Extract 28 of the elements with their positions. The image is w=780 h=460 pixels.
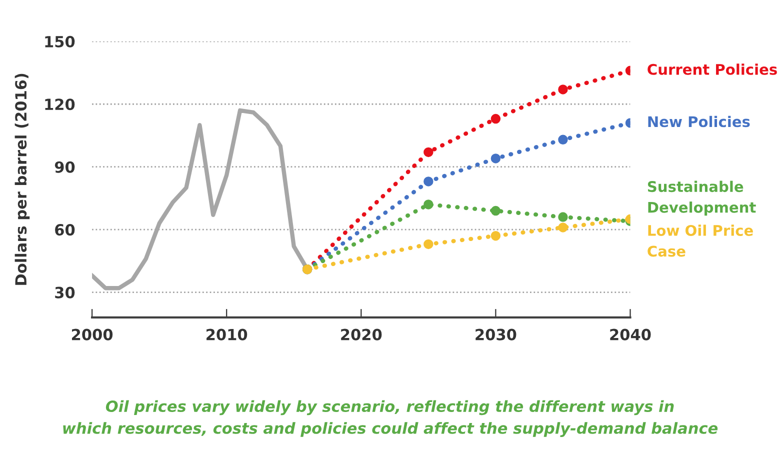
point bbox=[490, 206, 501, 216]
x-tick-label: 2030 bbox=[476, 328, 516, 340]
x-tick-label: 2010 bbox=[206, 328, 248, 340]
point bbox=[558, 222, 568, 232]
point bbox=[424, 239, 434, 250]
series-label: Current Policies bbox=[648, 64, 777, 75]
y-tick-label: 120 bbox=[45, 98, 75, 110]
y-tick-label: 30 bbox=[55, 286, 75, 298]
point bbox=[558, 212, 568, 222]
point bbox=[424, 147, 434, 158]
y-axis-title: Dollars per barrel (2016) bbox=[14, 74, 30, 285]
point bbox=[424, 200, 434, 210]
series-label: Low Oil Price Case bbox=[648, 224, 753, 257]
y-tick-label: 150 bbox=[45, 36, 75, 48]
point bbox=[424, 176, 434, 186]
point bbox=[490, 114, 501, 124]
y-tick-label: 90 bbox=[54, 161, 75, 173]
point bbox=[558, 84, 568, 94]
x-tick-label: 2020 bbox=[341, 328, 382, 340]
point bbox=[490, 154, 501, 164]
y-tick-label: 60 bbox=[55, 224, 75, 236]
point bbox=[558, 134, 568, 145]
text: Oil prices vary widely by scenario, reflecting the different ways in which resources, costs and policies could affect the supply-demand balance bbox=[63, 400, 718, 437]
series-label: Sustainable Development bbox=[648, 180, 756, 216]
x-tick-label: 2000 bbox=[72, 328, 113, 340]
point bbox=[490, 230, 501, 241]
series-label: New Policies bbox=[648, 116, 750, 128]
x-tick-label: 2040 bbox=[610, 328, 651, 340]
